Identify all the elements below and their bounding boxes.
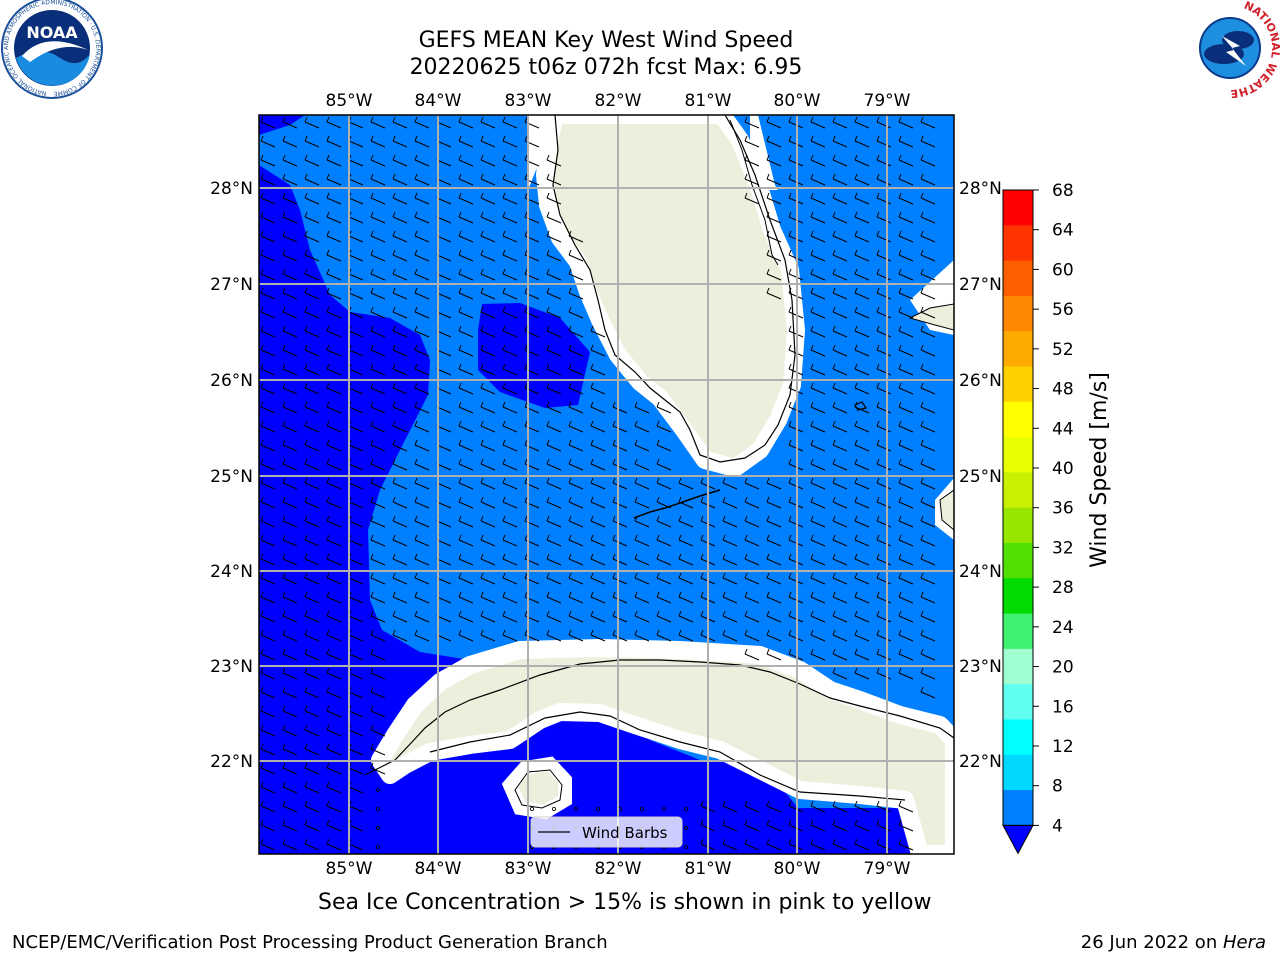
lat-label-left: 24°N <box>210 562 253 582</box>
footer-right: 26 Jun 2022 on Hera <box>1081 932 1266 953</box>
lon-label-bottom: 81°W <box>685 859 732 879</box>
lon-label-top: 85°W <box>326 91 373 111</box>
colorbar-segment <box>1003 684 1033 720</box>
wind-speed-below-4-region-north <box>259 115 305 135</box>
colorbar-segment <box>1003 719 1033 756</box>
colorbar-tick-label: 12 <box>1052 737 1074 757</box>
lon-label-top: 84°W <box>415 91 462 111</box>
colorbar-segment <box>1003 437 1033 473</box>
colorbar-tick-label: 40 <box>1052 459 1074 479</box>
chart-title-line2: 20220625 t06z 072h fcst Max: 6.95 <box>409 55 803 80</box>
noaa-logo: NATIONAL OCEANIC AND ATMOSPHERIC ADMINIS… <box>0 0 103 99</box>
colorbar-tick-label: 4 <box>1052 816 1063 836</box>
lon-label-top: 80°W <box>774 91 821 111</box>
colorbar-tick-label: 8 <box>1052 777 1063 797</box>
sea-ice-caption: Sea Ice Concentration > 15% is shown in … <box>318 890 932 915</box>
lon-label-bottom: 79°W <box>864 859 911 879</box>
nws-logo: NATIONAL WEATHER SERVICE <box>1178 0 1280 100</box>
wind-barbs-legend: Wind Barbs <box>530 816 683 848</box>
colorbar-tick-label: 68 <box>1052 181 1074 201</box>
legend-label: Wind Barbs <box>582 824 668 842</box>
wind-speed-below-4-region-gulf-pocket <box>478 303 590 408</box>
colorbar-tick-label: 60 <box>1052 260 1074 280</box>
colorbar-segment <box>1003 331 1033 367</box>
lon-label-top: 82°W <box>595 91 642 111</box>
colorbar-segment <box>1003 578 1033 615</box>
lat-label-right: 22°N <box>959 752 1002 772</box>
lon-label-top: 83°W <box>505 91 552 111</box>
colorbar-tick-label: 24 <box>1052 618 1074 638</box>
colorbar-segment <box>1003 754 1033 791</box>
colorbar-tick-label: 56 <box>1052 300 1074 320</box>
lat-label-right: 23°N <box>959 657 1002 677</box>
colorbar-segment <box>1003 648 1033 685</box>
colorbar-tick-label: 64 <box>1052 221 1074 241</box>
footer-left: NCEP/EMC/Verification Post Processing Pr… <box>12 932 608 953</box>
lon-label-bottom: 85°W <box>326 859 373 879</box>
isle-of-youth-land <box>501 756 572 820</box>
lat-lon-grid <box>259 115 954 854</box>
colorbar-tick-label: 16 <box>1052 697 1074 717</box>
colorbar-segment <box>1003 295 1033 332</box>
colorbar-tick-label: 28 <box>1052 578 1074 598</box>
colorbar-tick-label: 52 <box>1052 340 1074 360</box>
colorbar-tick-label: 36 <box>1052 499 1074 519</box>
chart-title-line1: GEFS MEAN Key West Wind Speed <box>418 28 794 53</box>
colorbar-segment <box>1003 225 1033 262</box>
lat-label-left: 26°N <box>210 371 253 391</box>
colorbar-segment <box>1003 543 1033 579</box>
wind-barbs-layer <box>260 116 936 851</box>
colorbar-segment <box>1003 790 1033 826</box>
colorbar-tick-label: 44 <box>1052 419 1074 439</box>
lat-label-right: 25°N <box>959 467 1002 487</box>
colorbar-segment <box>1003 472 1033 509</box>
colorbar-segment <box>1003 260 1033 297</box>
colorbar-segment <box>1003 613 1033 650</box>
noaa-logo-text: NOAA <box>26 23 78 42</box>
lat-label-left: 28°N <box>210 179 253 199</box>
colorbar-segment <box>1003 366 1033 403</box>
lat-label-right: 28°N <box>959 179 1002 199</box>
lon-label-top: 79°W <box>864 91 911 111</box>
colorbar-segment <box>1003 190 1033 226</box>
colorbar-tick-label: 32 <box>1052 538 1074 558</box>
colorbar-label: Wind Speed [m/s] <box>1087 372 1112 568</box>
colorbar-under-arrow <box>1002 824 1034 855</box>
lat-label-right: 26°N <box>959 371 1002 391</box>
lon-label-bottom: 83°W <box>505 859 552 879</box>
colorbar-segment <box>1003 507 1033 544</box>
lon-label-bottom: 84°W <box>415 859 462 879</box>
lat-label-left: 25°N <box>210 467 253 487</box>
colorbar-tick-label: 48 <box>1052 380 1074 400</box>
lat-label-right: 27°N <box>959 275 1002 295</box>
lat-label-right: 24°N <box>959 562 1002 582</box>
colorbar-tick-label: 20 <box>1052 658 1074 678</box>
cuba-land <box>371 639 954 854</box>
lon-label-top: 81°W <box>685 91 732 111</box>
lat-label-left: 27°N <box>210 275 253 295</box>
lon-label-bottom: 80°W <box>774 859 821 879</box>
colorbar-segment <box>1003 401 1033 438</box>
lat-label-left: 23°N <box>210 657 253 677</box>
map-frame <box>258 114 955 855</box>
footer-date: 26 Jun 2022 on <box>1080 932 1223 953</box>
lon-label-bottom: 82°W <box>595 859 642 879</box>
footer-machine: Hera <box>1222 932 1266 953</box>
lat-label-left: 22°N <box>210 752 253 772</box>
